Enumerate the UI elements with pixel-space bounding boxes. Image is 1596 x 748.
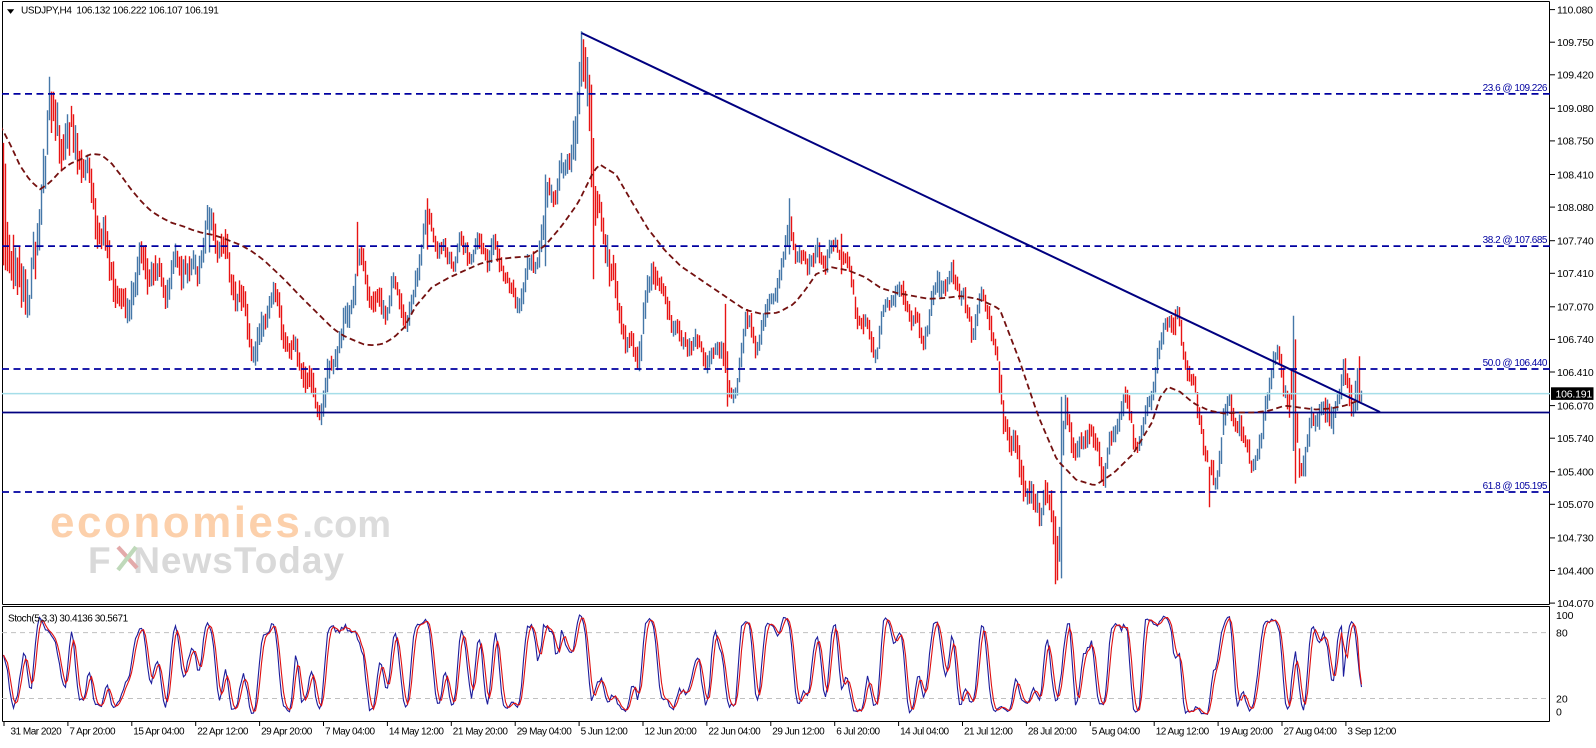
svg-text:14 May 12:00: 14 May 12:00 — [389, 727, 445, 738]
svg-text:5 Aug 04:00: 5 Aug 04:00 — [1092, 727, 1141, 738]
svg-text:20: 20 — [1556, 694, 1568, 706]
svg-text:29 Jun 12:00: 29 Jun 12:00 — [772, 727, 825, 738]
svg-text:12 Jun 20:00: 12 Jun 20:00 — [645, 727, 698, 738]
svg-text:3 Sep 12:00: 3 Sep 12:00 — [1347, 727, 1396, 738]
svg-text:economies.com: economies.com — [50, 498, 391, 547]
svg-text:105.740: 105.740 — [1557, 433, 1594, 445]
svg-text:FxNewsToday: FxNewsToday — [88, 540, 345, 581]
svg-text:38.2 @ 107.685: 38.2 @ 107.685 — [1483, 235, 1548, 246]
svg-text:14 Jul 04:00: 14 Jul 04:00 — [900, 727, 949, 738]
svg-text:7 Apr 20:00: 7 Apr 20:00 — [69, 727, 116, 738]
svg-text:15 Apr 04:00: 15 Apr 04:00 — [133, 727, 185, 738]
svg-text:50.0 @ 106.440: 50.0 @ 106.440 — [1483, 358, 1548, 369]
svg-text:104.400: 104.400 — [1557, 565, 1594, 577]
svg-text:104.730: 104.730 — [1557, 533, 1594, 545]
svg-text:6 Jul 20:00: 6 Jul 20:00 — [836, 727, 880, 738]
svg-text:110.080: 110.080 — [1557, 4, 1593, 16]
svg-text:22 Jun 04:00: 22 Jun 04:00 — [708, 727, 761, 738]
svg-text:106.070: 106.070 — [1557, 400, 1594, 412]
svg-text:106.410: 106.410 — [1557, 367, 1594, 379]
svg-text:27 Aug 04:00: 27 Aug 04:00 — [1284, 727, 1338, 738]
svg-text:108.410: 108.410 — [1557, 169, 1594, 181]
svg-text:109.080: 109.080 — [1557, 103, 1594, 115]
svg-text:Stoch(5,3,3) 30.4136 30.5671: Stoch(5,3,3) 30.4136 30.5671 — [8, 614, 129, 625]
svg-text:22 Apr 12:00: 22 Apr 12:00 — [197, 727, 249, 738]
svg-text:19 Aug 20:00: 19 Aug 20:00 — [1220, 727, 1274, 738]
svg-text:107.740: 107.740 — [1557, 236, 1594, 248]
svg-text:108.080: 108.080 — [1557, 202, 1594, 214]
svg-text:USDJPY,H4 106.132 106.222 106: USDJPY,H4 106.132 106.222 106.107 106.19… — [21, 6, 219, 17]
svg-text:23.6 @ 109.226: 23.6 @ 109.226 — [1483, 83, 1548, 94]
svg-text:105.400: 105.400 — [1557, 467, 1594, 479]
svg-text:80: 80 — [1556, 628, 1568, 640]
svg-text:21 May 20:00: 21 May 20:00 — [453, 727, 509, 738]
svg-text:12 Aug 12:00: 12 Aug 12:00 — [1156, 727, 1210, 738]
svg-text:28 Jul 20:00: 28 Jul 20:00 — [1028, 727, 1077, 738]
svg-text:109.420: 109.420 — [1557, 70, 1594, 82]
svg-text:21 Jul 12:00: 21 Jul 12:00 — [964, 727, 1013, 738]
svg-text:105.070: 105.070 — [1557, 499, 1594, 511]
svg-text:108.750: 108.750 — [1557, 136, 1594, 148]
svg-text:107.410: 107.410 — [1557, 268, 1594, 280]
svg-text:7 May 04:00: 7 May 04:00 — [325, 727, 375, 738]
svg-text:61.8 @ 105.195: 61.8 @ 105.195 — [1483, 481, 1548, 492]
svg-text:31 Mar 2020: 31 Mar 2020 — [11, 727, 63, 738]
svg-text:107.070: 107.070 — [1557, 302, 1594, 314]
svg-text:0: 0 — [1556, 707, 1562, 719]
svg-text:104.070: 104.070 — [1557, 598, 1594, 610]
svg-text:106.740: 106.740 — [1557, 334, 1594, 346]
svg-text:5 Jun 12:00: 5 Jun 12:00 — [581, 727, 629, 738]
svg-text:100: 100 — [1556, 610, 1574, 622]
svg-text:29 May 04:00: 29 May 04:00 — [517, 727, 573, 738]
svg-text:29 Apr 20:00: 29 Apr 20:00 — [261, 727, 313, 738]
svg-text:109.750: 109.750 — [1557, 37, 1594, 49]
svg-text:106.191: 106.191 — [1556, 388, 1593, 400]
